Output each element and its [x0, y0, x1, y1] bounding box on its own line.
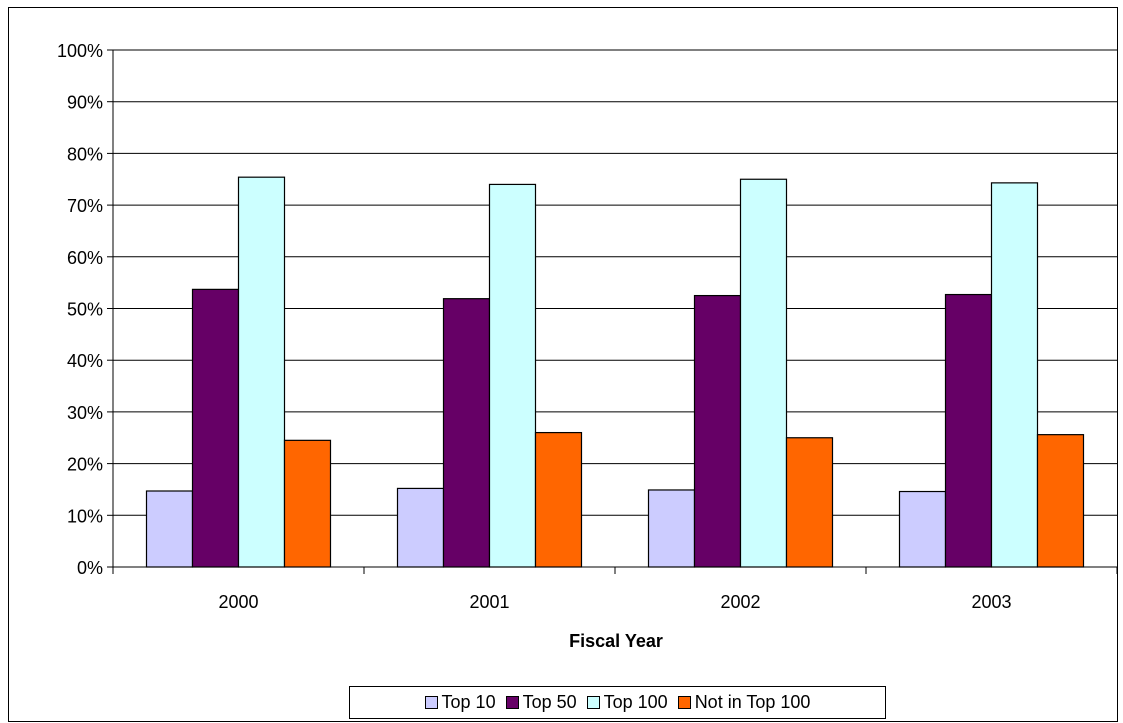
legend-swatch-not-in-top-100 — [677, 696, 691, 709]
y-tick-label: 20% — [67, 455, 103, 475]
y-tick-label: 10% — [67, 506, 103, 526]
bar-top-100-2003 — [990, 182, 1039, 568]
legend: Top 10 Top 50 Top 100 Not in Top 100 — [349, 686, 886, 719]
y-tick-label: 50% — [67, 300, 103, 320]
bar-top-100-2000 — [237, 176, 286, 568]
y-tick-label: 0% — [77, 558, 103, 578]
y-tick-label: 100% — [57, 41, 103, 61]
legend-label: Top 50 — [522, 692, 577, 712]
bar-top-100-2001 — [488, 183, 537, 568]
bar-top-10-2003 — [898, 490, 947, 568]
axes — [107, 49, 1118, 574]
bar-top-10-2001 — [396, 487, 445, 568]
bars — [145, 176, 1085, 568]
y-tick-label: 30% — [67, 403, 103, 423]
bar-top-50-2001 — [442, 298, 491, 568]
bar-top-50-2003 — [944, 293, 993, 568]
legend-item-top-10: Top 10 — [424, 692, 496, 713]
legend-item-top-50: Top 50 — [505, 692, 577, 713]
legend-swatch-top-50 — [505, 696, 519, 709]
legend-item-top-100: Top 100 — [586, 692, 668, 713]
x-tick-label: 2001 — [469, 592, 509, 612]
x-tick-label: 2000 — [218, 592, 258, 612]
bar-not-in-top-100-2001 — [534, 431, 583, 568]
y-tick-label: 40% — [67, 351, 103, 371]
bar-top-10-2000 — [145, 490, 194, 568]
bar-top-10-2002 — [647, 489, 696, 568]
y-tick-label: 80% — [67, 144, 103, 164]
x-axis-title: Fiscal Year — [569, 631, 663, 651]
legend-label: Top 100 — [603, 692, 668, 712]
bar-not-in-top-100-2003 — [1036, 434, 1085, 568]
legend-swatch-top-10 — [424, 696, 438, 709]
bar-top-50-2000 — [191, 288, 240, 568]
y-tick-labels: 0% 10% 20% 30% 40% 50% 60% 70% 80% 90% 100% — [57, 41, 103, 578]
legend-swatch-top-100 — [586, 696, 600, 709]
y-tick-label: 60% — [67, 248, 103, 268]
bar-top-100-2002 — [739, 178, 788, 568]
x-tick-labels: 2000 2001 2002 2003 — [218, 592, 1011, 612]
x-tick-label: 2003 — [971, 592, 1011, 612]
legend-label: Top 10 — [441, 692, 496, 712]
legend-label: Not in Top 100 — [694, 692, 811, 712]
x-tick-label: 2002 — [720, 592, 760, 612]
bar-not-in-top-100-2002 — [785, 437, 834, 568]
legend-item-not-in-top-100: Not in Top 100 — [677, 692, 811, 713]
y-tick-label: 70% — [67, 196, 103, 216]
y-tick-label: 90% — [67, 93, 103, 113]
bar-not-in-top-100-2000 — [283, 439, 332, 568]
bar-top-50-2002 — [693, 294, 742, 568]
